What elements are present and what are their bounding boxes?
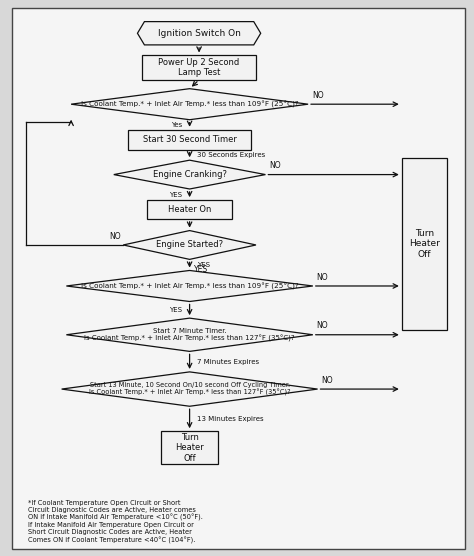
Text: Turn
Heater
Off: Turn Heater Off — [409, 229, 440, 259]
Text: NO: NO — [317, 272, 328, 281]
Polygon shape — [123, 231, 256, 260]
FancyBboxPatch shape — [128, 130, 251, 150]
Text: YES: YES — [170, 191, 182, 197]
FancyBboxPatch shape — [12, 8, 465, 549]
Text: Start 7 Minute Timer.
Is Coolant Temp.* + Inlet Air Temp.* less than 127°F (35°C: Start 7 Minute Timer. Is Coolant Temp.* … — [84, 327, 295, 342]
Polygon shape — [62, 372, 318, 406]
Text: Heater On: Heater On — [168, 205, 211, 214]
Polygon shape — [66, 318, 313, 351]
Text: NO: NO — [321, 376, 333, 385]
FancyBboxPatch shape — [147, 200, 232, 219]
Text: Start 13 Minute, 10 Second On/10 second Off Cycling Timer.
Is Coolant Temp.* + I: Start 13 Minute, 10 Second On/10 second … — [89, 382, 291, 396]
Text: Is Coolant Temp.* + Inlet Air Temp.* less than 109°F (25°C)?: Is Coolant Temp.* + Inlet Air Temp.* les… — [81, 282, 299, 290]
Polygon shape — [114, 160, 265, 189]
Text: YES: YES — [197, 262, 210, 268]
Polygon shape — [71, 88, 308, 120]
Text: Is Coolant Temp.* + Inlet Air Temp.* less than 109°F (25°C)?: Is Coolant Temp.* + Inlet Air Temp.* les… — [81, 101, 299, 108]
Text: *If Coolant Temperature Open Circuit or Short
Circuit Diagnostic Codes are Activ: *If Coolant Temperature Open Circuit or … — [28, 500, 203, 544]
Text: Turn
Heater
Off: Turn Heater Off — [175, 433, 204, 463]
Text: YES: YES — [170, 307, 182, 313]
Text: Engine Cranking?: Engine Cranking? — [153, 170, 227, 179]
Text: Engine Started?: Engine Started? — [156, 240, 223, 250]
FancyBboxPatch shape — [402, 158, 447, 330]
Text: NO: NO — [317, 321, 328, 330]
Text: 7 Minutes Expires: 7 Minutes Expires — [197, 359, 259, 365]
FancyBboxPatch shape — [161, 431, 218, 464]
FancyBboxPatch shape — [142, 56, 256, 80]
Text: 30 Seconds Expires: 30 Seconds Expires — [197, 152, 265, 158]
Text: Yes: Yes — [171, 122, 182, 128]
Polygon shape — [137, 22, 261, 45]
Text: Ignition Switch On: Ignition Switch On — [158, 29, 240, 38]
Text: 13 Minutes Expires: 13 Minutes Expires — [197, 416, 264, 421]
Text: NO: NO — [269, 161, 281, 170]
Polygon shape — [66, 270, 313, 301]
Text: Start 30 Second Timer: Start 30 Second Timer — [143, 135, 237, 144]
Text: Power Up 2 Second
Lamp Test: Power Up 2 Second Lamp Test — [158, 58, 240, 77]
Text: NO: NO — [312, 91, 324, 100]
Text: NO: NO — [109, 231, 121, 241]
Text: YES: YES — [194, 265, 209, 274]
